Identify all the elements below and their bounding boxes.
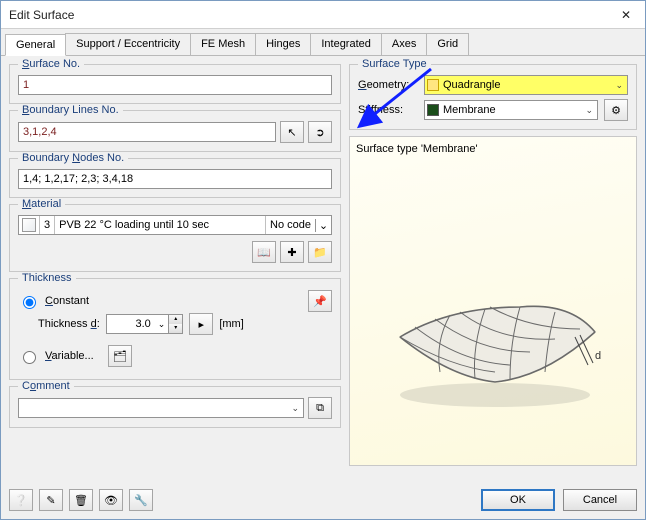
tab-integrated[interactable]: Integrated <box>310 33 382 55</box>
footer-buttons: OK Cancel <box>481 489 637 511</box>
material-library-icon[interactable]: 📖 <box>252 241 276 263</box>
chevron-down-icon: ⌄ <box>613 80 625 91</box>
left-column: Surface No. Boundary Lines No. ↖ ➲ Bound… <box>9 64 341 466</box>
group-surface-no: Surface No. <box>9 64 341 104</box>
thickness-play-icon[interactable]: ▸ <box>189 313 213 335</box>
radio-variable[interactable] <box>23 351 36 364</box>
material-edit-icon[interactable]: 📁 <box>308 241 332 263</box>
footer-tools: ❔ ✎ 🗑 👁 🔧 <box>9 489 153 511</box>
edit-icon[interactable]: ✎ <box>39 489 63 511</box>
preview-caption: Surface type 'Membrane' <box>356 143 478 155</box>
tab-axes[interactable]: Axes <box>381 33 427 55</box>
group-comment: Comment ⌄ ⧉ <box>9 386 341 428</box>
thickness-variable-radio[interactable]: Variable... 🗂 <box>18 345 332 367</box>
group-boundary-nodes: Boundary Nodes No. <box>9 158 341 198</box>
material-title: Material <box>18 198 65 210</box>
annotation-arrow <box>356 89 436 142</box>
stiffness-value: Membrane <box>443 104 496 116</box>
thickness-d-label: Thickness d: <box>38 318 100 330</box>
loop-lines-icon[interactable]: ➲ <box>308 121 332 143</box>
dialog-window: Edit Surface ✕ General Support / Eccentr… <box>0 0 646 520</box>
surface-no-input[interactable] <box>18 75 332 95</box>
view-icon[interactable]: 👁 <box>99 489 123 511</box>
variable-label: Variable... <box>45 350 94 362</box>
constant-label: Constant <box>45 295 89 307</box>
geometry-dropdown[interactable]: Quadrangle ⌄ <box>424 75 628 95</box>
material-dropdown[interactable]: 3 PVB 22 °C loading until 10 sec No code… <box>18 215 332 235</box>
footer: ❔ ✎ 🗑 👁 🔧 OK Cancel <box>9 489 637 511</box>
delete-icon[interactable]: 🗑 <box>69 489 93 511</box>
titlebar: Edit Surface ✕ <box>1 1 645 29</box>
boundary-nodes-title: Boundary Nodes No. <box>18 152 128 164</box>
surface-diagram: d <box>380 247 610 420</box>
thickness-pin-icon[interactable]: 📌 <box>308 290 332 312</box>
comment-copy-icon[interactable]: ⧉ <box>308 397 332 419</box>
boundary-lines-input[interactable] <box>18 122 276 142</box>
radio-constant[interactable] <box>23 296 36 309</box>
comment-title: Comment <box>18 380 74 392</box>
surface-no-title: Surface No. <box>18 58 84 70</box>
thickness-title: Thickness <box>18 272 76 284</box>
dim-label: d <box>595 350 601 362</box>
tab-grid[interactable]: Grid <box>426 33 469 55</box>
group-thickness: Thickness Constant 📌 Thickness d: ⌄ ▴▾ <box>9 278 341 380</box>
spin-buttons[interactable]: ▴▾ <box>168 315 182 333</box>
tab-hinges[interactable]: Hinges <box>255 33 311 55</box>
material-code: No code <box>265 216 315 234</box>
cancel-button[interactable]: Cancel <box>563 489 637 511</box>
stiffness-settings-icon[interactable]: ⚙ <box>604 99 628 121</box>
right-column: Surface Type Geometry: Quadrangle ⌄ Stif… <box>349 64 637 466</box>
pick-lines-icon[interactable]: ↖ <box>280 121 304 143</box>
material-desc: PVB 22 °C loading until 10 sec <box>54 216 265 234</box>
chevron-down-icon[interactable]: ⌄ <box>155 319 169 330</box>
variable-edit-icon[interactable]: 🗂 <box>108 345 132 367</box>
tab-support[interactable]: Support / Eccentricity <box>65 33 191 55</box>
tab-femesh[interactable]: FE Mesh <box>190 33 256 55</box>
help-icon[interactable]: ❔ <box>9 489 33 511</box>
boundary-nodes-input[interactable] <box>18 169 332 189</box>
tool-icon[interactable]: 🔧 <box>129 489 153 511</box>
comment-dropdown[interactable]: ⌄ <box>18 398 304 418</box>
group-boundary-lines: Boundary Lines No. ↖ ➲ <box>9 110 341 152</box>
material-new-icon[interactable]: ✚ <box>280 241 304 263</box>
thickness-spinner[interactable]: ⌄ ▴▾ <box>106 314 184 334</box>
chevron-down-icon: ⌄ <box>315 219 331 232</box>
material-swatch-icon <box>22 218 36 232</box>
thickness-constant-radio[interactable]: Constant <box>18 293 89 309</box>
tab-general[interactable]: General <box>5 34 66 56</box>
material-index: 3 <box>39 216 54 234</box>
preview-panel: Surface type 'Membrane' <box>349 136 637 466</box>
group-material: Material 3 PVB 22 °C loading until 10 se… <box>9 204 341 272</box>
tab-bar: General Support / Eccentricity FE Mesh H… <box>1 29 645 56</box>
thickness-value[interactable] <box>107 315 155 333</box>
content-area: Surface No. Boundary Lines No. ↖ ➲ Bound… <box>1 56 645 474</box>
boundary-lines-title: Boundary Lines No. <box>18 104 123 116</box>
geometry-value: Quadrangle <box>443 79 501 91</box>
thickness-unit: [mm] <box>219 318 243 330</box>
chevron-down-icon: ⌄ <box>289 403 301 414</box>
stiffness-dropdown[interactable]: Membrane ⌄ <box>424 100 598 120</box>
close-icon[interactable]: ✕ <box>615 8 637 22</box>
surface-type-title: Surface Type <box>358 58 431 70</box>
chevron-down-icon: ⌄ <box>583 105 595 116</box>
window-title: Edit Surface <box>9 8 74 22</box>
group-surface-type: Surface Type Geometry: Quadrangle ⌄ Stif… <box>349 64 637 130</box>
ok-button[interactable]: OK <box>481 489 555 511</box>
